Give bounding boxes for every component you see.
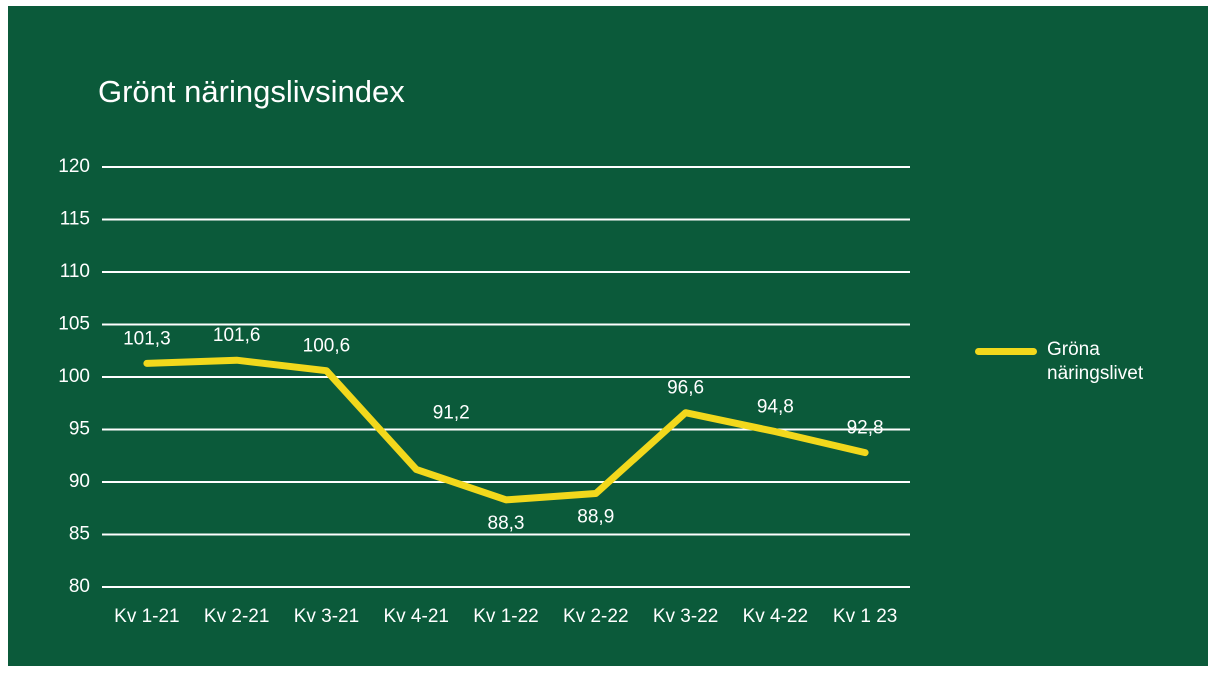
data-label: 91,2 [433, 402, 470, 423]
y-tick-label: 100 [58, 366, 90, 387]
line [143, 356, 869, 504]
data-label: 92,8 [847, 418, 884, 439]
data-label: 88,3 [488, 513, 525, 534]
y-tick-label: 105 [58, 314, 90, 335]
data-label: 101,6 [213, 325, 261, 346]
x-tick-label: Kv 2-22 [563, 606, 628, 627]
data-label: 94,8 [757, 397, 794, 418]
x-tick-label: Kv 3-22 [653, 606, 718, 627]
x-tick-label: Kv 2-21 [204, 606, 269, 627]
legend-label: Gröna näringslivet [1047, 339, 1144, 384]
y-tick-label: 120 [58, 156, 90, 177]
y-tick-label: 80 [69, 576, 90, 597]
data-label: 96,6 [667, 378, 704, 399]
y-tick-label: 115 [60, 209, 90, 230]
data-label: 88,9 [577, 507, 614, 528]
x-tick-label: Kv 3-21 [294, 606, 359, 627]
data-label: 100,6 [303, 336, 351, 357]
legend-swatch [975, 348, 1037, 355]
background [8, 6, 1208, 666]
x-tick-label: Kv 1-21 [114, 606, 179, 627]
x-tick-label: Kv 1-22 [473, 606, 538, 627]
legend: Gröna näringslivet [975, 338, 1187, 386]
chart-title: Grönt näringslivsindex [98, 74, 405, 109]
x-tick-label: Kv 1 23 [833, 606, 897, 627]
y-tick-label: 90 [69, 471, 90, 492]
x-tick-label: Kv 4-21 [383, 606, 448, 627]
x-tick-label: Kv 4-22 [743, 606, 808, 627]
y-tick-label: 85 [69, 524, 90, 545]
y-tick-label: 110 [60, 261, 90, 282]
y-tick-label: 95 [69, 419, 90, 440]
data-label: 101,3 [123, 328, 171, 349]
